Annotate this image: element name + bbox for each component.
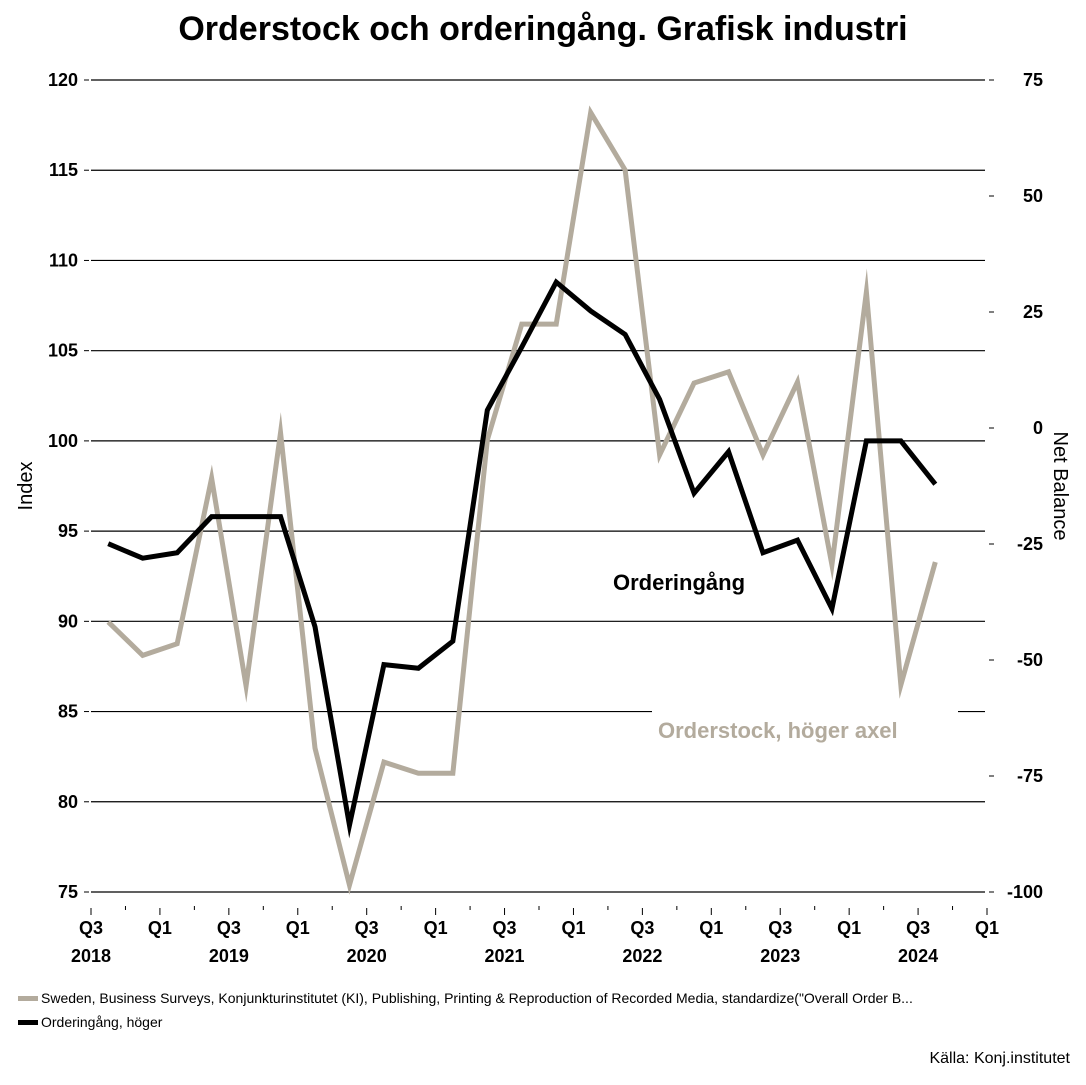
x-tick-label-year: 2018 [71, 946, 111, 966]
right-axis-title: Net Balance [1049, 432, 1071, 541]
x-tick-label-quarter: Q1 [424, 918, 448, 938]
x-tick-label-quarter: Q3 [630, 918, 654, 938]
right-tick-label: 25 [1023, 302, 1043, 322]
gridlines [91, 79, 985, 893]
right-tick-label: -50 [1017, 650, 1043, 670]
right-tick-label: 75 [1023, 70, 1043, 90]
x-tick-label-year: 2023 [760, 946, 800, 966]
series-orderingang [107, 278, 938, 839]
left-tick-label: 80 [58, 792, 78, 812]
x-tick-label-quarter: Q3 [906, 918, 930, 938]
left-tick-label: 100 [48, 431, 78, 451]
x-tick-label-quarter: Q1 [837, 918, 861, 938]
x-tick-label-quarter: Q1 [975, 918, 999, 938]
x-tick-label-quarter: Q3 [493, 918, 517, 938]
x-tick-label-year: 2019 [209, 946, 249, 966]
x-axis: Q3 2018 Q1 Q3 2019 Q1 Q3 2020 Q1 Q3 2021 Q1 Q3 2022 Q1… [71, 906, 999, 966]
legend-item-orderstock[interactable]: Sweden, Business Surveys, Konjunkturinst… [18, 990, 913, 1006]
x-tick-label-year: 2024 [898, 946, 938, 966]
source-note: Källa: Konj.institutet [929, 1050, 1070, 1067]
x-tick-label-quarter: Q1 [286, 918, 310, 938]
legend-label: Orderingång, höger [41, 1014, 163, 1030]
x-tick-label-year: 2021 [485, 946, 525, 966]
left-axis-title: Index [15, 462, 37, 511]
left-tick-label: 90 [58, 611, 78, 631]
series-lines [106, 105, 938, 895]
right-tick-label: 0 [1033, 418, 1043, 438]
right-tick-label: -100 [1007, 882, 1043, 902]
x-tick-label-quarter: Q1 [148, 918, 172, 938]
legend-label: Sweden, Business Surveys, Konjunkturinst… [41, 990, 913, 1006]
left-tick-label: 75 [58, 882, 78, 902]
x-tick-label-year: 2022 [622, 946, 662, 966]
left-tick-label: 105 [48, 341, 78, 361]
left-tick-label: 110 [49, 250, 78, 270]
annotation-background [652, 700, 958, 740]
x-tick-label-quarter: Q3 [768, 918, 792, 938]
right-tick-label: -25 [1017, 534, 1043, 554]
line-orderingang [107, 278, 938, 839]
series-orderstock [106, 105, 938, 895]
chart-title: Orderstock och orderingång. Grafisk indu… [178, 10, 908, 48]
left-tick-label: 95 [58, 521, 78, 541]
chart-plot-area: 75 80 85 90 95 100 105 110 115 120 -100 -75 -50 -25 0… [15, 70, 1071, 966]
x-tick-label-quarter: Q3 [355, 918, 379, 938]
left-tick-label: 85 [58, 702, 78, 722]
right-tick-label: 50 [1023, 186, 1043, 206]
x-tick-label-quarter: Q1 [699, 918, 723, 938]
legend-item-orderingang[interactable]: Orderingång, höger [18, 1014, 162, 1030]
right-tick-label: -75 [1017, 766, 1043, 786]
left-tick-label: 115 [49, 160, 78, 180]
x-tick-label-quarter: Q3 [79, 918, 103, 938]
legend-swatch-black [18, 1019, 38, 1025]
annotation-orderingang: Orderingång [613, 570, 745, 595]
x-tick-label-year: 2020 [347, 946, 387, 966]
left-tick-label: 120 [48, 70, 78, 90]
x-tick-label-quarter: Q3 [217, 918, 241, 938]
line-orderstock [106, 105, 938, 895]
right-axis: -100 -75 -50 -25 0 25 50 75 [989, 70, 1043, 902]
annotation-orderstock: Orderstock, höger axel [658, 718, 898, 743]
left-axis: 75 80 85 90 95 100 105 110 115 120 [48, 70, 89, 902]
x-tick-label-quarter: Q1 [561, 918, 585, 938]
legend-swatch-gray [18, 995, 38, 1001]
